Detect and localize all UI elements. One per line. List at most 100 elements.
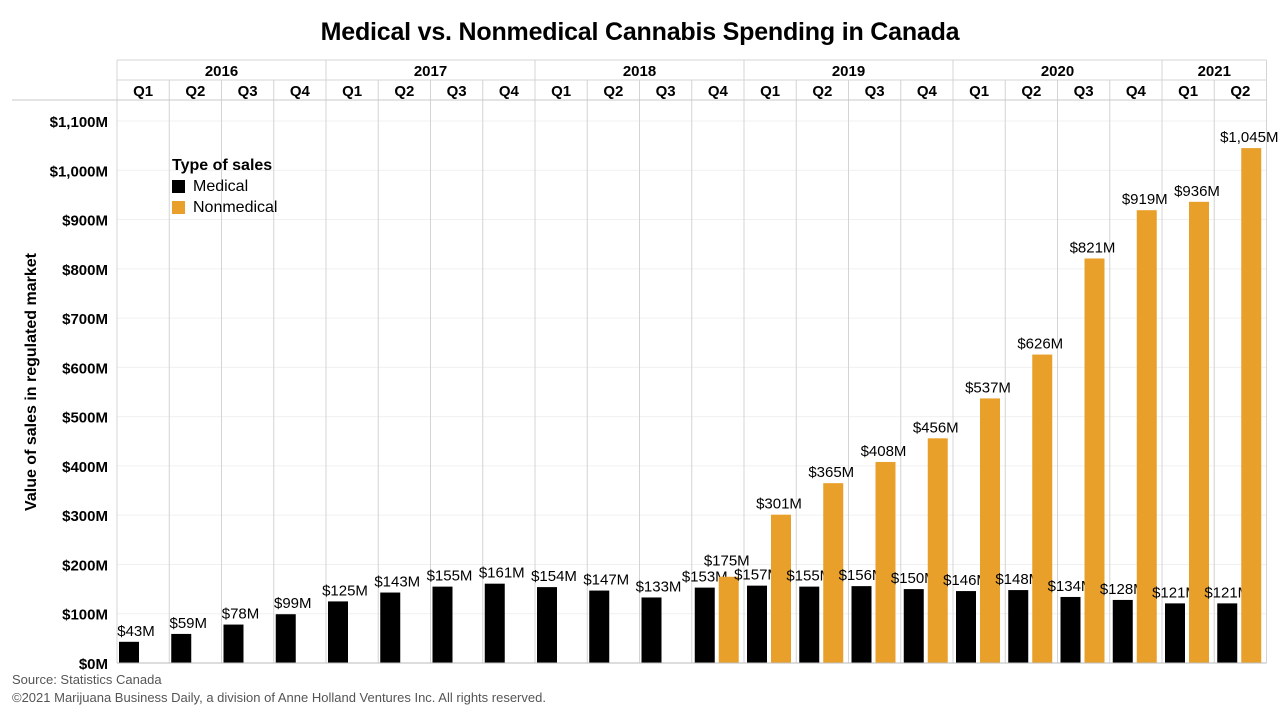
data-label-medical: $147M bbox=[583, 572, 629, 589]
quarter-label: Q3 bbox=[447, 83, 467, 100]
bar-nonmedical bbox=[1032, 354, 1053, 663]
y-tick-label: $1,100M bbox=[50, 114, 108, 131]
copyright-note: ©2021 Marijuana Business Daily, a divisi… bbox=[12, 690, 546, 705]
quarter-label: Q1 bbox=[760, 83, 780, 100]
data-label-nonmedical: $936M bbox=[1174, 183, 1220, 200]
quarter-label: Q4 bbox=[708, 83, 729, 100]
quarter-label: Q4 bbox=[1126, 83, 1147, 100]
bar-nonmedical bbox=[1136, 210, 1157, 663]
source-note: Source: Statistics Canada bbox=[12, 672, 162, 687]
bar-medical bbox=[1008, 590, 1029, 663]
bar-nonmedical bbox=[1189, 201, 1209, 664]
data-label-medical: $78M bbox=[222, 606, 260, 623]
data-label-medical: $99M bbox=[274, 595, 312, 612]
data-label-medical: $121M bbox=[1152, 584, 1198, 601]
y-tick-label: $700M bbox=[62, 311, 108, 328]
legend-swatch-nonmedical bbox=[172, 201, 185, 214]
data-label-medical: $59M bbox=[169, 615, 207, 632]
data-label-nonmedical: $456M bbox=[913, 419, 959, 436]
y-axis-title: Value of sales in regulated market bbox=[23, 252, 40, 511]
bar-nonmedical bbox=[823, 483, 844, 663]
y-tick-label: $300M bbox=[62, 508, 108, 525]
legend-item-nonmedical: Nonmedical bbox=[172, 197, 277, 218]
data-label-medical: $157M bbox=[734, 567, 780, 584]
y-tick-label: $400M bbox=[62, 459, 108, 476]
quarter-label: Q3 bbox=[656, 83, 676, 100]
y-tick-label: $600M bbox=[62, 360, 108, 377]
quarter-label: Q1 bbox=[133, 83, 153, 100]
quarter-label: Q3 bbox=[865, 83, 885, 100]
bar-medical bbox=[799, 586, 820, 663]
data-label-nonmedical: $626M bbox=[1017, 336, 1063, 353]
quarter-label: Q2 bbox=[1021, 83, 1041, 100]
data-label-nonmedical: $1,045M bbox=[1220, 129, 1278, 146]
bar-nonmedical bbox=[718, 576, 739, 663]
bar-medical bbox=[1217, 603, 1238, 663]
bar-nonmedical bbox=[1241, 148, 1262, 664]
year-label: 2021 bbox=[1198, 63, 1231, 80]
bar-medical bbox=[223, 624, 244, 663]
quarter-label: Q1 bbox=[969, 83, 989, 100]
bar-medical bbox=[1112, 599, 1133, 663]
data-label-medical: $134M bbox=[1048, 578, 1094, 595]
data-label-nonmedical: $175M bbox=[704, 553, 750, 570]
data-label-nonmedical: $919M bbox=[1122, 191, 1168, 208]
quarter-label: Q3 bbox=[1074, 83, 1094, 100]
y-tick-label: $200M bbox=[62, 557, 108, 574]
bar-medical bbox=[903, 589, 924, 663]
quarter-label: Q2 bbox=[603, 83, 623, 100]
data-label-nonmedical: $537M bbox=[965, 379, 1011, 396]
data-label-medical: $148M bbox=[995, 571, 1041, 588]
quarter-label: Q2 bbox=[1230, 83, 1250, 100]
legend-title: Type of sales bbox=[172, 157, 273, 174]
bar-medical bbox=[851, 586, 872, 663]
quarter-label: Q4 bbox=[917, 83, 938, 100]
bar-medical bbox=[380, 592, 401, 663]
data-label-nonmedical: $408M bbox=[861, 443, 907, 460]
quarter-label: Q4 bbox=[499, 83, 520, 100]
data-label-medical: $155M bbox=[786, 568, 832, 585]
y-tick-label: $0M bbox=[79, 656, 108, 673]
bar-nonmedical bbox=[1084, 258, 1105, 663]
quarter-label: Q2 bbox=[394, 83, 414, 100]
legend-swatch-medical bbox=[172, 180, 185, 193]
footer: Source: Statistics Canada ©2021 Marijuan… bbox=[12, 671, 546, 707]
quarter-label: Q2 bbox=[185, 83, 205, 100]
legend: Type of sales Medical Nonmedical bbox=[172, 155, 277, 218]
data-label-medical: $121M bbox=[1204, 584, 1250, 601]
year-label: 2020 bbox=[1041, 63, 1074, 80]
bar-medical bbox=[641, 597, 662, 663]
bar-medical bbox=[432, 586, 453, 663]
data-label-medical: $128M bbox=[1100, 581, 1146, 598]
legend-label-nonmedical: Nonmedical bbox=[193, 199, 278, 216]
year-label: 2019 bbox=[832, 63, 865, 80]
bar-medical bbox=[171, 633, 192, 663]
data-label-medical: $150M bbox=[891, 570, 937, 587]
data-label-nonmedical: $365M bbox=[808, 464, 854, 481]
bar-medical bbox=[275, 614, 296, 663]
data-label-medical: $154M bbox=[531, 568, 577, 585]
y-tick-label: $1,000M bbox=[50, 163, 108, 180]
bar-medical bbox=[589, 590, 610, 663]
data-label-medical: $161M bbox=[479, 565, 525, 582]
quarter-label: Q1 bbox=[1178, 83, 1198, 100]
data-label-medical: $155M bbox=[427, 568, 473, 585]
data-label-medical: $146M bbox=[943, 572, 989, 589]
bar-medical bbox=[119, 641, 139, 663]
chart-title: Medical vs. Nonmedical Cannabis Spending… bbox=[320, 18, 960, 46]
legend-label-medical: Medical bbox=[193, 178, 249, 195]
bar-nonmedical bbox=[927, 438, 948, 663]
quarter-label: Q2 bbox=[812, 83, 832, 100]
year-label: 2017 bbox=[414, 63, 447, 80]
quarter-label: Q3 bbox=[238, 83, 258, 100]
data-label-nonmedical: $821M bbox=[1070, 239, 1116, 256]
bar-medical bbox=[694, 587, 715, 663]
data-label-medical: $153M bbox=[682, 569, 728, 586]
bar-medical bbox=[1165, 603, 1185, 663]
year-label: 2016 bbox=[205, 63, 238, 80]
quarter-label: Q4 bbox=[290, 83, 311, 100]
bar-medical bbox=[747, 585, 767, 663]
bar-medical bbox=[1060, 596, 1081, 663]
data-label-medical: $156M bbox=[839, 567, 885, 584]
